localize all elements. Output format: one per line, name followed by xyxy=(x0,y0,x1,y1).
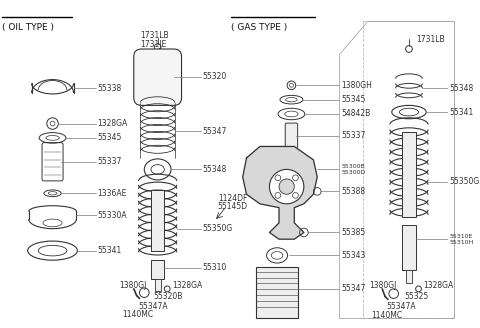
Text: 55347: 55347 xyxy=(341,284,365,293)
Text: 55338: 55338 xyxy=(97,84,122,93)
Text: 55347: 55347 xyxy=(203,127,227,136)
FancyBboxPatch shape xyxy=(285,123,298,149)
Text: 1731JE: 1731JE xyxy=(141,40,167,49)
Text: 55347A: 55347A xyxy=(139,301,168,311)
Ellipse shape xyxy=(271,252,283,259)
Ellipse shape xyxy=(285,111,298,117)
Text: 1380GJ: 1380GJ xyxy=(369,281,396,291)
Ellipse shape xyxy=(38,245,67,256)
FancyBboxPatch shape xyxy=(134,49,181,105)
Circle shape xyxy=(50,121,55,126)
Text: 1140MC: 1140MC xyxy=(371,311,402,320)
Text: 55300B
55300D: 55300B 55300D xyxy=(341,164,365,175)
Text: ( GAS TYPE ): ( GAS TYPE ) xyxy=(231,24,288,32)
Text: 55337: 55337 xyxy=(341,132,365,140)
Bar xyxy=(256,267,298,318)
Bar xyxy=(155,279,160,291)
Circle shape xyxy=(275,193,281,198)
Text: 1124DF: 1124DF xyxy=(218,194,247,203)
Text: 1328GA: 1328GA xyxy=(172,280,202,290)
Text: 55343: 55343 xyxy=(341,251,365,260)
Text: ( OIL TYPE ): ( OIL TYPE ) xyxy=(2,24,54,32)
Text: 1328GA: 1328GA xyxy=(423,280,454,290)
Ellipse shape xyxy=(399,108,419,116)
Bar xyxy=(151,260,164,279)
Circle shape xyxy=(293,193,298,198)
Bar xyxy=(402,225,416,270)
Circle shape xyxy=(279,179,294,194)
Text: 55345: 55345 xyxy=(341,95,365,104)
Text: 54842B: 54842B xyxy=(341,110,371,118)
Text: 55345: 55345 xyxy=(97,133,122,142)
Text: 55350G: 55350G xyxy=(449,177,480,186)
Text: 55388: 55388 xyxy=(341,187,365,196)
Text: 55337: 55337 xyxy=(97,157,122,166)
Text: 55347A: 55347A xyxy=(386,301,416,311)
Text: 55348: 55348 xyxy=(449,84,473,93)
Text: 1336AE: 1336AE xyxy=(97,189,127,198)
Text: 1380GJ: 1380GJ xyxy=(120,281,147,291)
Text: 55320: 55320 xyxy=(203,72,227,81)
Bar xyxy=(406,270,412,283)
Bar xyxy=(402,132,416,217)
Text: 1328GA: 1328GA xyxy=(97,119,128,128)
Text: 55310: 55310 xyxy=(203,263,227,272)
Ellipse shape xyxy=(43,219,62,227)
Text: 55385: 55385 xyxy=(341,228,365,237)
Circle shape xyxy=(289,83,293,87)
Text: 55330A: 55330A xyxy=(97,211,127,220)
Text: 1731LB: 1731LB xyxy=(141,31,169,40)
Circle shape xyxy=(275,175,281,181)
Polygon shape xyxy=(243,147,317,239)
Text: 55348: 55348 xyxy=(203,165,227,174)
Ellipse shape xyxy=(286,97,297,102)
Text: 1140MC: 1140MC xyxy=(122,310,154,319)
Bar xyxy=(151,191,164,251)
Ellipse shape xyxy=(48,192,57,195)
Text: 55310E
55310H: 55310E 55310H xyxy=(449,234,473,245)
Text: 55145D: 55145D xyxy=(218,202,248,211)
Text: 55350G: 55350G xyxy=(203,224,233,233)
Text: 55325: 55325 xyxy=(404,292,429,301)
Text: 55320B: 55320B xyxy=(153,292,182,301)
Text: 55341: 55341 xyxy=(449,108,473,116)
Ellipse shape xyxy=(46,135,59,140)
Text: 1731LB: 1731LB xyxy=(417,35,445,44)
Circle shape xyxy=(293,175,298,181)
Circle shape xyxy=(269,169,304,204)
Text: 55341: 55341 xyxy=(97,246,122,255)
Text: 1380GH: 1380GH xyxy=(341,81,372,90)
